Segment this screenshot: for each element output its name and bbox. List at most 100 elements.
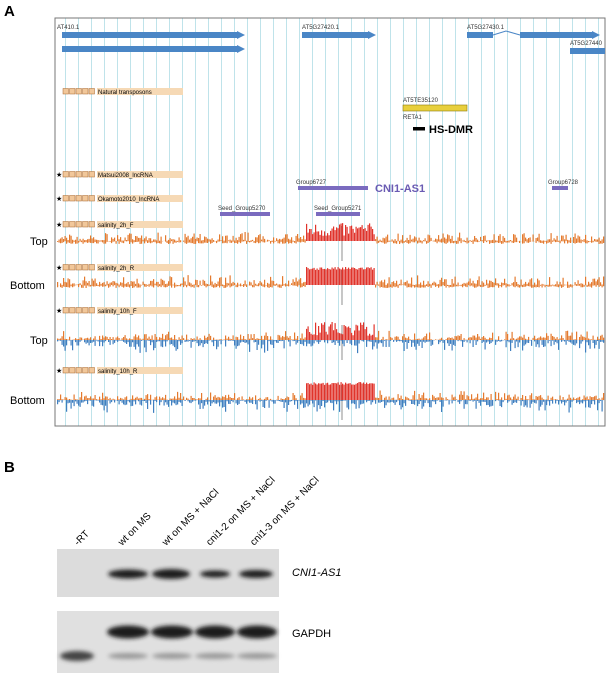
gene-label: AT5G27420.1 (302, 25, 340, 31)
track-icon (69, 264, 76, 271)
lane-label: wt on MS (116, 511, 154, 549)
lane-label: -RT (72, 529, 91, 548)
coverage-neg (57, 285, 605, 288)
track-icon (75, 367, 82, 374)
strand-label: Top (30, 236, 48, 248)
track-icon (62, 195, 69, 202)
coverage (57, 390, 605, 400)
te-box (402, 104, 468, 112)
header-bg (97, 195, 183, 202)
track-icon (69, 221, 76, 228)
track-header: ★ Matsui2008_lncRNA (56, 171, 183, 179)
coverage-neg (57, 241, 605, 244)
header-bg (97, 171, 183, 178)
coverage-peak (306, 223, 375, 241)
track-icon (62, 88, 69, 95)
coverage (57, 275, 605, 285)
track-icon (75, 307, 82, 314)
star: ★ (56, 307, 62, 315)
lnc-feature (298, 186, 368, 190)
coverage-peak (306, 322, 375, 340)
coverage-peak (306, 267, 375, 285)
coverage (57, 330, 605, 340)
track-icon (82, 221, 89, 228)
header-bg (97, 367, 183, 374)
track-header-label: salinity_10h_F (98, 309, 137, 315)
seed-label: Seed_Group5270 (218, 206, 266, 212)
track-header-label: Okamoto2010_lncRNA (98, 197, 159, 203)
gene-models (62, 31, 605, 54)
gene-label: AT5G27430.1 (467, 25, 505, 31)
coverage-neg (57, 400, 605, 413)
track-header-label: salinity_2h_F (98, 223, 134, 229)
track-icon (69, 171, 76, 178)
gene-label: AT410.1 (57, 25, 80, 31)
track-icon (62, 171, 69, 178)
strand-label: Bottom (10, 395, 45, 407)
header-bg (97, 88, 183, 95)
track-header-label: Matsui2008_lncRNA (98, 173, 153, 179)
track-icon (82, 195, 89, 202)
gel (57, 611, 279, 673)
star: ★ (56, 171, 62, 179)
coverage-peak (306, 382, 375, 400)
track-header: ★ salinity_10h_F (56, 307, 183, 315)
track-icon (88, 221, 95, 228)
panel-label: A (4, 3, 15, 20)
track-icon (82, 88, 89, 95)
track-icon (88, 195, 95, 202)
track-icon (69, 88, 76, 95)
track-header: ★ salinity_2h_R (56, 264, 183, 272)
track-header: Natural transposons (62, 88, 183, 96)
track-icon (88, 171, 95, 178)
track-icon (75, 88, 82, 95)
track-icon (82, 264, 89, 271)
te-label: AT5TE35120 (403, 98, 439, 104)
row-label: GAPDH (292, 628, 331, 640)
track-icon (62, 367, 69, 374)
header-bg (97, 221, 183, 228)
track-icon (88, 367, 95, 374)
track-header: ★ Okamoto2010_lncRNA (56, 195, 183, 203)
gene-label: AT5G27440 (570, 41, 603, 47)
seed-feature (220, 212, 270, 216)
track-icon (75, 264, 82, 271)
star: ★ (56, 264, 62, 272)
lnc-feature (552, 186, 568, 190)
track-header-label: salinity_10h_R (98, 369, 138, 375)
star: ★ (56, 195, 62, 203)
star: ★ (56, 367, 62, 375)
track-icon (62, 307, 69, 314)
dmr-bar (413, 127, 425, 131)
star: ★ (56, 221, 62, 229)
seed-feature (316, 212, 360, 216)
bands (60, 569, 277, 661)
track-icon (62, 264, 69, 271)
track-icon (88, 88, 95, 95)
track-header-label: Natural transposons (98, 90, 152, 96)
track-icon (62, 221, 69, 228)
header-bg (97, 307, 183, 314)
track-icon (88, 307, 95, 314)
track-header: ★ salinity_10h_R (56, 367, 183, 375)
dmr-label: HS-DMR (429, 124, 473, 136)
coverage (57, 231, 605, 241)
row-label: CNI1-AS1 (292, 567, 342, 579)
te-family: RETA1 (403, 115, 423, 121)
track-icon (75, 221, 82, 228)
track-icon (69, 367, 76, 374)
track-icon (69, 195, 76, 202)
strand-label: Bottom (10, 280, 45, 292)
track-header: ★ salinity_2h_F (56, 221, 183, 229)
lnc-label: Group6728 (548, 180, 579, 186)
highlight-label: CNI1-AS1 (375, 183, 425, 195)
strand-label: Top (30, 335, 48, 347)
track-icon (82, 171, 89, 178)
header-bg (97, 264, 183, 271)
track-icon (75, 195, 82, 202)
panel-label: B (4, 459, 15, 476)
intron (492, 30, 521, 36)
lnc-label: Group6727 (296, 180, 327, 186)
track-icon (82, 367, 89, 374)
